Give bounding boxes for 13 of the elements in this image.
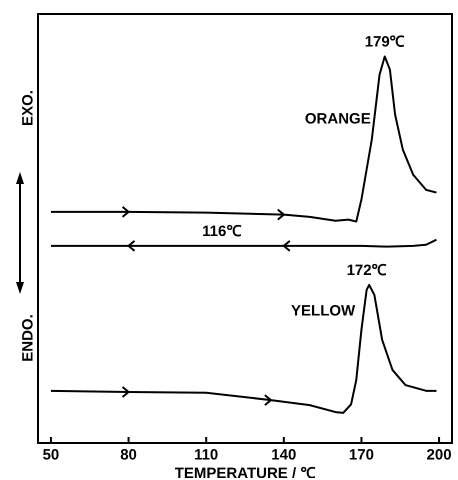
x-tick-label: 50 (42, 446, 60, 464)
x-tick-label: 140 (271, 446, 296, 464)
annotation: 179℃ (364, 34, 405, 51)
x-tick-label: 170 (348, 446, 374, 464)
annotation: 172℃ (346, 262, 387, 279)
x-tick-label: 80 (120, 446, 137, 464)
x-tick-label: 110 (194, 446, 218, 464)
x-tick-label: 200 (426, 446, 452, 464)
series-label: YELLOW (291, 302, 356, 320)
annotation: 116℃ (202, 222, 242, 240)
text: ENDO. (20, 314, 36, 362)
text: EXO. (20, 90, 36, 126)
series-label: ORANGE (304, 110, 371, 128)
